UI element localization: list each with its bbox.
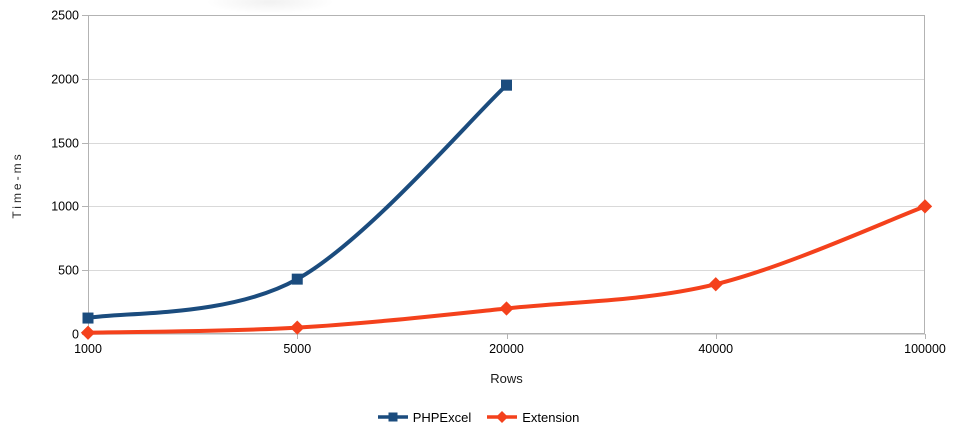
marker-diamond-extension	[708, 277, 723, 292]
marker-diamond-extension	[80, 325, 96, 340]
legend-label: PHPExcel	[412, 409, 472, 425]
x-tick-label: 40000	[698, 342, 733, 356]
y-tick-label: 0	[72, 328, 79, 342]
x-tick-label: 20000	[489, 342, 524, 356]
y-tick-label: 2500	[51, 9, 79, 23]
legend-item-phpexcel: PHPExcel	[377, 409, 472, 425]
x-axis-title: Rows	[490, 371, 523, 386]
marker-square-phpexcel	[501, 79, 512, 91]
y-tick-label: 1500	[51, 137, 79, 151]
y-tick-label: 2000	[51, 73, 79, 87]
x-tick-label: 5000	[283, 342, 311, 356]
x-tick-label: 1000	[74, 342, 102, 356]
marker-diamond-extension	[290, 320, 305, 335]
y-tick-label: 1000	[51, 200, 79, 214]
marker-square-phpexcel	[82, 312, 94, 324]
legend-square-swatch-icon	[377, 412, 408, 422]
legend-diamond-swatch-icon	[487, 411, 518, 423]
legend-label: Extension	[522, 409, 580, 425]
marker-diamond-extension	[499, 301, 514, 316]
y-tick-label: 500	[58, 264, 79, 278]
marker-square-phpexcel	[291, 273, 303, 285]
legend-item-extension: Extension	[487, 410, 579, 425]
y-axis-title: Time-ms	[10, 151, 24, 219]
chart-legend: PHPExcel Extension	[0, 407, 957, 427]
marker-diamond-extension	[917, 199, 933, 214]
x-tick-label: 100000	[904, 342, 946, 356]
plot-frame	[88, 15, 925, 334]
